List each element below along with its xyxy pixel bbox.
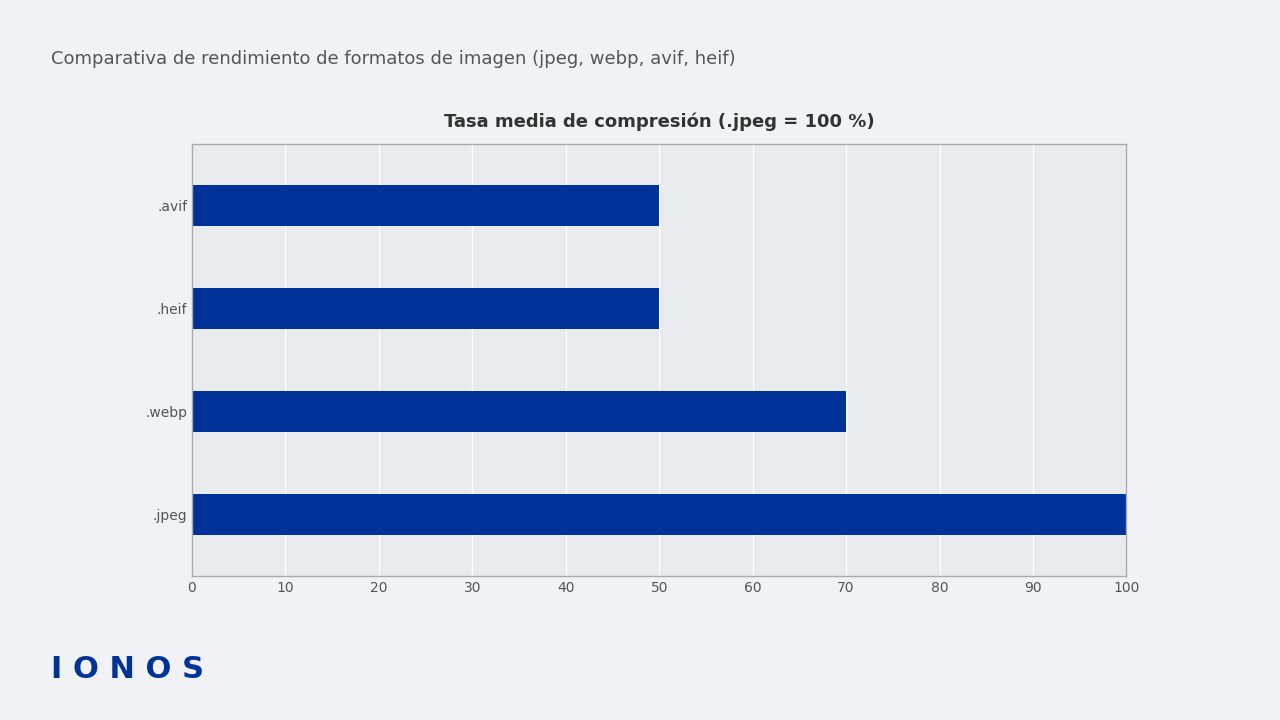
Bar xyxy=(192,288,659,329)
Bar xyxy=(192,391,846,432)
Bar xyxy=(192,494,1126,535)
Text: Comparativa de rendimiento de formatos de imagen (jpeg, webp, avif, heif): Comparativa de rendimiento de formatos d… xyxy=(51,50,736,68)
Bar xyxy=(192,185,659,226)
Text: I O N O S: I O N O S xyxy=(51,655,205,684)
Title: Tasa media de compresión (.jpeg = 100 %): Tasa media de compresión (.jpeg = 100 %) xyxy=(444,113,874,131)
